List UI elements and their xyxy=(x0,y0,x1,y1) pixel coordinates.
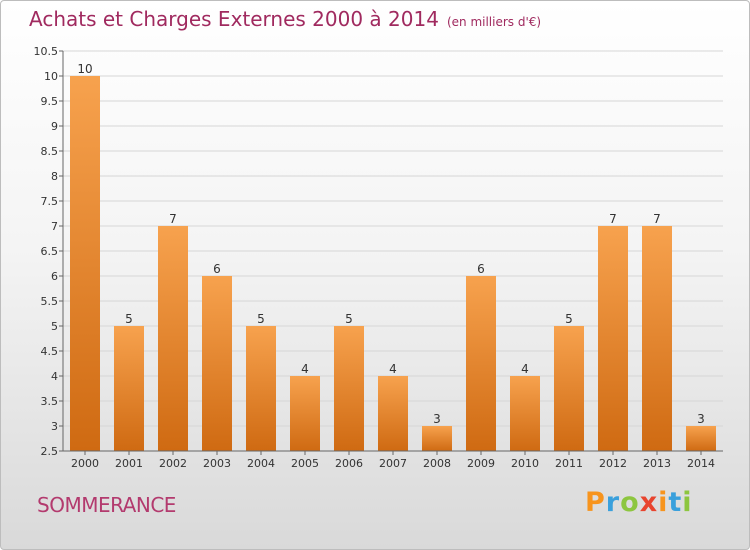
bar-value-label: 10 xyxy=(77,62,92,76)
bar-value-label: 5 xyxy=(565,312,573,326)
y-tick-label: 10.5 xyxy=(34,45,59,58)
bar xyxy=(158,226,188,451)
y-tick-label: 8 xyxy=(51,170,58,183)
y-tick-label: 9.5 xyxy=(41,95,59,108)
bar-value-label: 5 xyxy=(345,312,353,326)
bar xyxy=(598,226,628,451)
bar xyxy=(70,76,100,451)
bar xyxy=(246,326,276,451)
y-tick-label: 8.5 xyxy=(41,145,59,158)
x-axis-ticks: 2000 2001 2002 2003 2004 2005 2006 2007 2008 2009… xyxy=(71,451,715,470)
y-tick-label: 7 xyxy=(51,220,58,233)
y-tick-label: 4 xyxy=(51,370,58,383)
y-tick-label: 4.5 xyxy=(41,345,59,358)
bar xyxy=(510,376,540,451)
commune-name: SOMMERANCE xyxy=(37,493,176,517)
y-axis-ticks: 2.5 3 3.5 4 4.5 5 5.5 6 6.5 7 7.5 8 8.5 9 9.5 10 10.5 xyxy=(34,45,63,458)
bar xyxy=(202,276,232,451)
bar xyxy=(686,426,716,451)
logo-letter: r xyxy=(605,487,621,518)
x-tick-label: 2012 xyxy=(599,457,627,470)
chart-unit: (en milliers d'€) xyxy=(446,15,542,29)
y-tick-label: 2.5 xyxy=(41,445,59,458)
x-tick-label: 2003 xyxy=(203,457,231,470)
logo-letter: x xyxy=(639,487,659,518)
logo-letter: i xyxy=(658,487,669,518)
y-tick-label: 3.5 xyxy=(41,395,59,408)
bar xyxy=(642,226,672,451)
bar-value-label: 5 xyxy=(125,312,133,326)
x-tick-label: 2009 xyxy=(467,457,495,470)
bar-value-label: 3 xyxy=(433,412,441,426)
bar xyxy=(290,376,320,451)
x-tick-label: 2008 xyxy=(423,457,451,470)
chart-title: Achats et Charges Externes 2000 à 2014 (e… xyxy=(29,7,541,31)
bar-value-label: 7 xyxy=(169,212,177,226)
x-tick-label: 2005 xyxy=(291,457,319,470)
x-tick-label: 2006 xyxy=(335,457,363,470)
logo-letter: o xyxy=(620,487,640,518)
value-labels: 10 5 7 6 5 4 5 4 3 6 4 5 7 7 3 xyxy=(77,62,704,426)
x-tick-label: 2013 xyxy=(643,457,671,470)
y-tick-label: 9 xyxy=(51,120,58,133)
y-tick-label: 10 xyxy=(44,70,58,83)
x-tick-label: 2007 xyxy=(379,457,407,470)
x-tick-label: 2002 xyxy=(159,457,187,470)
bar-value-label: 4 xyxy=(301,362,309,376)
bars xyxy=(70,76,716,451)
y-tick-label: 7.5 xyxy=(41,195,59,208)
x-tick-label: 2011 xyxy=(555,457,583,470)
x-tick-label: 2001 xyxy=(115,457,143,470)
x-tick-label: 2004 xyxy=(247,457,275,470)
bar xyxy=(334,326,364,451)
bar xyxy=(114,326,144,451)
y-tick-label: 3 xyxy=(51,420,58,433)
bar-value-label: 4 xyxy=(521,362,529,376)
bar-value-label: 4 xyxy=(389,362,397,376)
bar xyxy=(466,276,496,451)
bar-value-label: 5 xyxy=(257,312,265,326)
bar xyxy=(378,376,408,451)
chart-title-text: Achats et Charges Externes 2000 à 2014 xyxy=(29,7,439,31)
y-tick-label: 5 xyxy=(51,320,58,333)
bar xyxy=(554,326,584,451)
bar-value-label: 7 xyxy=(609,212,617,226)
bar xyxy=(422,426,452,451)
logo-letter: i xyxy=(682,487,693,518)
bar-value-label: 6 xyxy=(477,262,485,276)
bar-value-label: 3 xyxy=(697,412,705,426)
y-tick-label: 6 xyxy=(51,270,58,283)
x-tick-label: 2010 xyxy=(511,457,539,470)
proxiti-logo: Proxiti xyxy=(585,487,693,518)
logo-letter: t xyxy=(668,487,683,518)
bar-value-label: 7 xyxy=(653,212,661,226)
x-tick-label: 2000 xyxy=(71,457,99,470)
y-tick-label: 5.5 xyxy=(41,295,59,308)
x-tick-label: 2014 xyxy=(687,457,715,470)
y-tick-label: 6.5 xyxy=(41,245,59,258)
logo-letter: P xyxy=(585,487,606,518)
bar-value-label: 6 xyxy=(213,262,221,276)
